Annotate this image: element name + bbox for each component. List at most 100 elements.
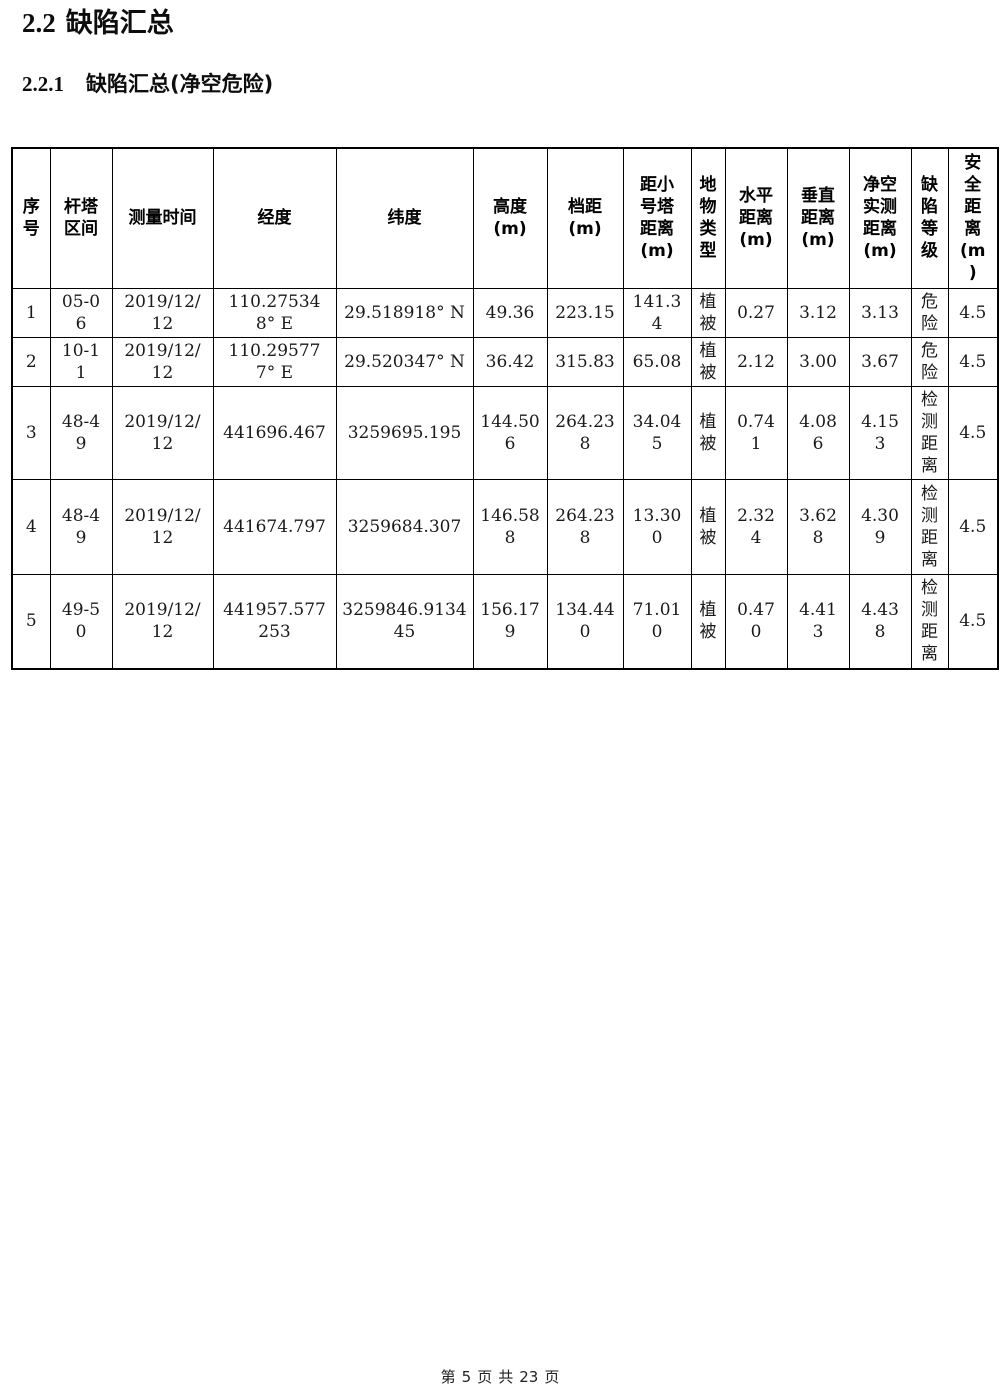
table-cell: 4 [11,478,51,575]
table-cell: 0.741 [724,385,788,480]
column-header: 地 物 类 型 [690,147,726,289]
table-cell: 2.324 [724,478,788,575]
table-cell: 4.5 [947,478,999,575]
section-title-text: 缺陷汇总 [65,8,174,39]
table-cell: 36.42 [472,336,548,387]
column-header: 水平 距离 (m) [724,147,788,289]
table-cell: 2 [11,336,51,387]
table-cell: 3.67 [848,336,912,387]
page-footer: 第 5 页共 23 页 [0,1366,1000,1387]
footer-page-number: 5 [461,1368,472,1386]
column-header: 纬度 [335,147,474,289]
footer-label-of: 共 [498,1368,514,1386]
table-cell: 4.5 [947,336,999,387]
table-cell: 34.045 [622,385,692,480]
table-cell: 141.34 [622,287,692,338]
table-cell: 134.440 [546,573,624,670]
table-cell: 2019/12/12 [111,573,214,670]
table-cell: 4.5 [947,573,999,670]
table-cell: 10-11 [49,336,113,387]
table-cell: 危险 [910,287,949,338]
table-cell: 2019/12/12 [111,287,214,338]
table-cell: 2019/12/12 [111,385,214,480]
table-cell: 植被 [690,385,726,480]
table-cell: 3259684.307 [335,478,474,575]
table-cell: 4.438 [848,573,912,670]
table-row: 4 48-49 2019/12/12 441674.797 3259684.307 146… [11,478,999,575]
table-cell: 2019/12/12 [111,336,214,387]
table-cell: 检测距离 [910,478,949,575]
table-cell: 48-49 [49,478,113,575]
table-cell: 0.27 [724,287,788,338]
table-cell: 29.520347° N [335,336,474,387]
column-header: 缺 陷 等 级 [910,147,949,289]
table-cell: 植被 [690,478,726,575]
table-cell: 48-49 [49,385,113,480]
column-header: 测量时间 [111,147,214,289]
table-cell: 441696.467 [212,385,337,480]
table-cell: 441674.797 [212,478,337,575]
column-header: 距小 号塔 距离 (m) [622,147,692,289]
section-number: 2.2 [22,8,56,38]
table-cell: 49.36 [472,287,548,338]
table-cell: 2.12 [724,336,788,387]
column-header: 档距 (m) [546,147,624,289]
table-cell: 危险 [910,336,949,387]
table-cell: 441957.577253 [212,573,337,670]
footer-total-pages: 23 [519,1368,539,1386]
table-row: 5 49-50 2019/12/12 441957.577253 3259846.913… [11,573,999,670]
table-cell: 3.12 [786,287,850,338]
footer-label-ye-end: 页 [544,1368,560,1386]
table-cell: 植被 [690,287,726,338]
table-cell: 3259695.195 [335,385,474,480]
table-cell: 4.086 [786,385,850,480]
column-header: 高度 (m) [472,147,548,289]
table-cell: 05-06 [49,287,113,338]
table-cell: 3 [11,385,51,480]
table-cell: 4.309 [848,478,912,575]
table-cell: 144.506 [472,385,548,480]
table-cell: 3259846.913445 [335,573,474,670]
column-header: 经度 [212,147,337,289]
subsection-title: 2.2.1 缺陷汇总(净空危险) [22,70,1000,98]
table-cell: 315.83 [546,336,624,387]
table-cell: 49-50 [49,573,113,670]
column-header: 净空 实测 距离 (m) [848,147,912,289]
table-cell: 4.153 [848,385,912,480]
table-cell: 146.588 [472,478,548,575]
defect-summary-table: 序 号杆塔 区间 测量时间 经度 纬度 高度 (m) 档距 (m) 距小 号塔 距离 (m)… [11,147,999,670]
table-cell: 3.628 [786,478,850,575]
table-cell: 植被 [690,573,726,670]
table-cell: 13.300 [622,478,692,575]
table-cell: 156.179 [472,573,548,670]
table-cell: 264.238 [546,385,624,480]
column-header: 垂直 距离 (m) [786,147,850,289]
table-cell: 0.470 [724,573,788,670]
table-cell: 264.238 [546,478,624,575]
column-header: 安 全 距 离 (m ) [947,147,999,289]
table-cell: 检测距离 [910,385,949,480]
subsection-title-text: 缺陷汇总(净空危险) [86,72,274,96]
table-cell: 71.010 [622,573,692,670]
table-cell: 检测距离 [910,573,949,670]
table-cell: 110.295777° E [212,336,337,387]
footer-label-ye: 页 [477,1368,493,1386]
table-cell: 1 [11,287,51,338]
table-header-row: 序 号杆塔 区间 测量时间 经度 纬度 高度 (m) 档距 (m) 距小 号塔 距离 (m)… [11,147,999,289]
table-cell: 3.13 [848,287,912,338]
table-cell: 3.00 [786,336,850,387]
table-cell: 29.518918° N [335,287,474,338]
table-cell: 110.275348° E [212,287,337,338]
table-cell: 4.5 [947,385,999,480]
table-row: 2 10-11 2019/12/12 110.295777° E 29.520347° … [11,336,999,387]
table-cell: 4.5 [947,287,999,338]
table-row: 1 05-06 2019/12/12 110.275348° E 29.518918° … [11,287,999,338]
subsection-number: 2.2.1 [22,72,64,96]
table-cell: 65.08 [622,336,692,387]
footer-label-page: 第 [440,1368,456,1386]
table-cell: 植被 [690,336,726,387]
section-title: 2.2 缺陷汇总 [22,8,1000,39]
column-header: 杆塔 区间 [49,147,113,289]
table-cell: 4.413 [786,573,850,670]
table-row: 3 48-49 2019/12/12 441696.467 3259695.195 144… [11,385,999,480]
